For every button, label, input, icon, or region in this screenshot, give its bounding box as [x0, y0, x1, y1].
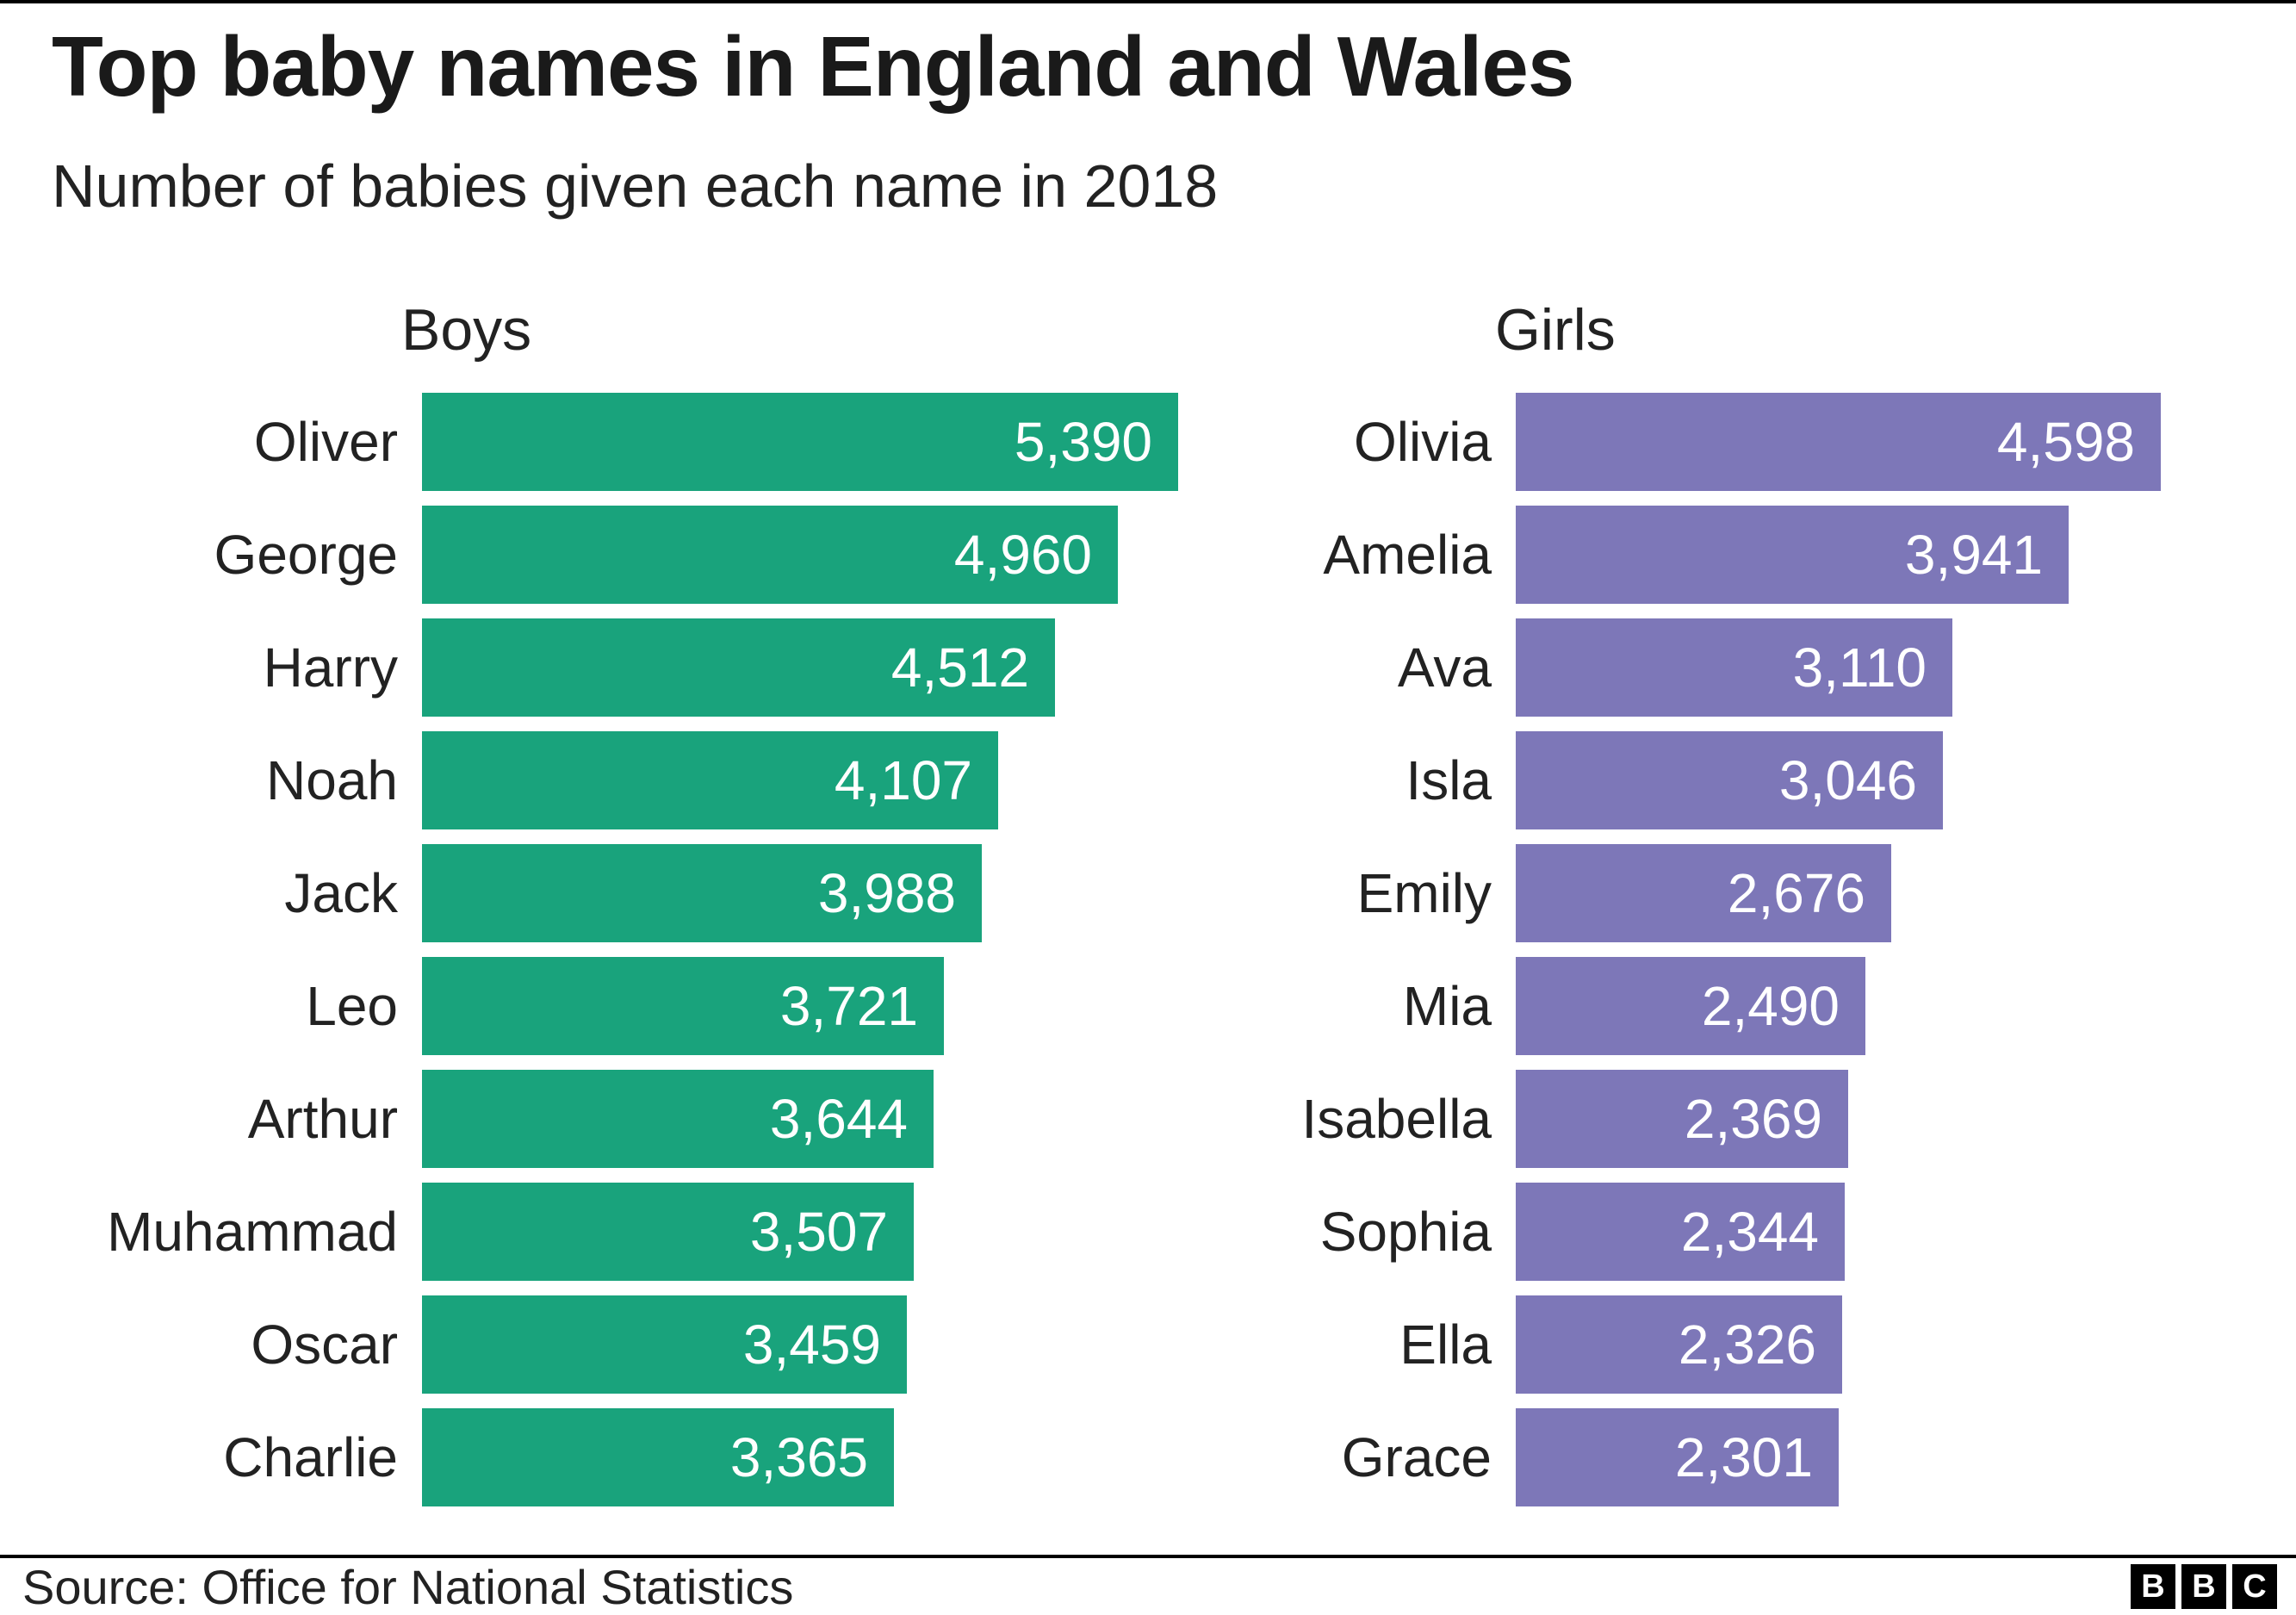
- category-label: Jack: [284, 861, 398, 924]
- bar: 4,512: [422, 618, 1055, 717]
- bar: 3,046: [1516, 730, 1943, 829]
- bar-row: Isla 3,046: [1180, 730, 2244, 829]
- category-label: Sophia: [1319, 1200, 1492, 1263]
- bar: 3,721: [422, 956, 944, 1055]
- category-label: Charlie: [223, 1426, 398, 1488]
- bar: 4,598: [1516, 392, 2161, 491]
- bar: 2,369: [1516, 1069, 1848, 1168]
- category-label: Noah: [266, 748, 398, 811]
- category-label: Ella: [1399, 1313, 1492, 1376]
- footer: Source: Office for National Statistics B…: [0, 1555, 2296, 1615]
- boys-header: Boys: [401, 296, 532, 363]
- value-label: 2,676: [1727, 861, 1865, 924]
- bar: 2,676: [1516, 843, 1891, 942]
- bbc-logo-letter: C: [2232, 1564, 2277, 1609]
- bar: 3,507: [422, 1182, 914, 1281]
- bar-row: Charlie 3,365: [52, 1407, 1180, 1506]
- category-label: Isabella: [1301, 1087, 1492, 1150]
- value-label: 2,301: [1674, 1426, 1813, 1488]
- bar: 2,490: [1516, 956, 1865, 1055]
- category-label: George: [214, 523, 398, 586]
- bar-row: Harry 4,512: [52, 618, 1180, 717]
- bar: 3,988: [422, 843, 982, 942]
- boys-rows: Oliver 5,390 George 4,960 Harry 4,512 Noah 4,10…: [52, 392, 1180, 1506]
- bar: 4,960: [422, 505, 1118, 604]
- value-label: 2,344: [1680, 1200, 1819, 1263]
- page-title: Top baby names in England and Wales: [52, 19, 1574, 114]
- category-label: Leo: [306, 974, 398, 1037]
- girls-panel: Girls Olivia 4,598 Amelia 3,941 Ava 3,110 Isla…: [1180, 296, 2244, 1521]
- value-label: 3,459: [742, 1313, 881, 1376]
- bar: 2,326: [1516, 1295, 1842, 1394]
- value-label: 3,644: [769, 1087, 908, 1150]
- source-text: Source: Office for National Statistics: [22, 1559, 794, 1614]
- bar-row: Olivia 4,598: [1180, 392, 2244, 491]
- bar-row: Oliver 5,390: [52, 392, 1180, 491]
- bar-row: Muhammad 3,507: [52, 1182, 1180, 1281]
- category-label: Olivia: [1353, 410, 1492, 473]
- bar-row: Jack 3,988: [52, 843, 1180, 942]
- page-subtitle: Number of babies given each name in 2018: [52, 152, 1219, 220]
- charts-container: Boys Oliver 5,390 George 4,960 Harry 4,512 Noa…: [52, 296, 2244, 1521]
- girls-rows: Olivia 4,598 Amelia 3,941 Ava 3,110 Isla 3,046 E…: [1180, 392, 2244, 1506]
- bar-row: Leo 3,721: [52, 956, 1180, 1055]
- bar-row: Oscar 3,459: [52, 1295, 1180, 1394]
- category-label: Muhammad: [107, 1200, 398, 1263]
- bar-row: George 4,960: [52, 505, 1180, 604]
- bbc-logo-letter: B: [2181, 1564, 2226, 1609]
- category-label: Grace: [1341, 1426, 1492, 1488]
- bar-row: Mia 2,490: [1180, 956, 2244, 1055]
- bar-row: Grace 2,301: [1180, 1407, 2244, 1506]
- bar-row: Arthur 3,644: [52, 1069, 1180, 1168]
- bar-row: Emily 2,676: [1180, 843, 2244, 942]
- value-label: 3,507: [749, 1200, 888, 1263]
- bar: 2,301: [1516, 1407, 1839, 1506]
- boys-panel: Boys Oliver 5,390 George 4,960 Harry 4,512 Noa…: [52, 296, 1180, 1521]
- category-label: Oliver: [253, 410, 398, 473]
- bar-row: Sophia 2,344: [1180, 1182, 2244, 1281]
- category-label: Oscar: [251, 1313, 398, 1376]
- bar: 3,941: [1516, 505, 2069, 604]
- value-label: 2,326: [1678, 1313, 1816, 1376]
- bar: 3,365: [422, 1407, 894, 1506]
- bar: 5,390: [422, 392, 1178, 491]
- girls-header: Girls: [1495, 296, 1616, 363]
- value-label: 4,598: [1996, 410, 2135, 473]
- category-label: Mia: [1402, 974, 1492, 1037]
- bar-row: Ella 2,326: [1180, 1295, 2244, 1394]
- bbc-logo-letter: B: [2131, 1564, 2175, 1609]
- category-label: Isla: [1406, 748, 1492, 811]
- value-label: 5,390: [1014, 410, 1152, 473]
- bar-row: Amelia 3,941: [1180, 505, 2244, 604]
- bar: 3,644: [422, 1069, 934, 1168]
- value-label: 4,512: [890, 636, 1029, 699]
- value-label: 3,988: [817, 861, 956, 924]
- bar-row: Ava 3,110: [1180, 618, 2244, 717]
- category-label: Emily: [1356, 861, 1492, 924]
- bar: 3,110: [1516, 618, 1952, 717]
- value-label: 3,110: [1792, 636, 1927, 699]
- value-label: 3,941: [1904, 523, 2043, 586]
- value-label: 2,490: [1701, 974, 1840, 1037]
- value-label: 4,107: [834, 748, 972, 811]
- bar: 2,344: [1516, 1182, 1845, 1281]
- category-label: Harry: [263, 636, 398, 699]
- category-label: Ava: [1397, 636, 1492, 699]
- category-label: Arthur: [247, 1087, 398, 1150]
- value-label: 3,046: [1778, 748, 1917, 811]
- bar-row: Noah 4,107: [52, 730, 1180, 829]
- bar: 3,459: [422, 1295, 907, 1394]
- category-label: Amelia: [1323, 523, 1492, 586]
- value-label: 3,365: [729, 1426, 868, 1488]
- value-label: 4,960: [953, 523, 1092, 586]
- bar: 4,107: [422, 730, 998, 829]
- bar-row: Isabella 2,369: [1180, 1069, 2244, 1168]
- value-label: 3,721: [779, 974, 918, 1037]
- value-label: 2,369: [1684, 1087, 1822, 1150]
